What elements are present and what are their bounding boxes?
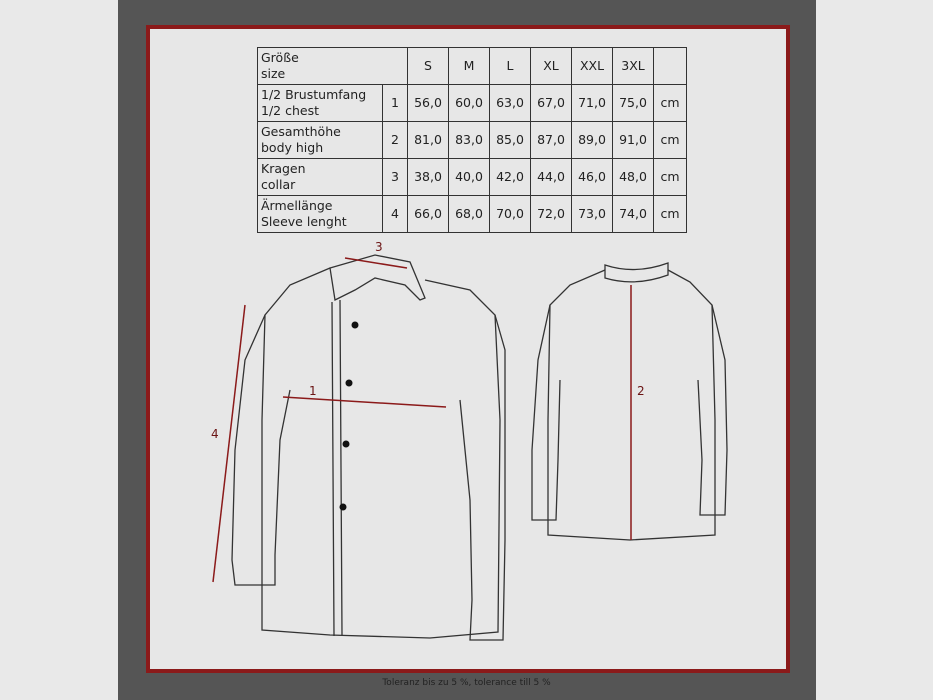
tolerance-note: Toleranz bis zu 5 %, tolerance till 5 % <box>382 678 551 688</box>
size-header-cell: XL <box>530 47 572 85</box>
chest-label: 1 <box>309 384 317 398</box>
size-header-cell: 3XL <box>612 47 654 85</box>
unit-cell: cm <box>653 121 687 159</box>
sleeve-measure-line <box>212 304 246 583</box>
value-cell: 67,0 <box>530 84 572 122</box>
value-cell: 83,0 <box>448 121 490 159</box>
value-cell: 81,0 <box>407 121 449 159</box>
unit-cell: cm <box>653 158 687 196</box>
table-row: 1/2 Brustumfang 1/2 chest 1 56,0 60,0 63,0 67,… <box>257 84 687 122</box>
value-cell: 40,0 <box>448 158 490 196</box>
measure-number-cell: 2 <box>382 121 408 159</box>
value-cell: 75,0 <box>612 84 654 122</box>
measure-label-cell: 1/2 Brustumfang 1/2 chest <box>257 84 383 122</box>
measure-label-cell: Kragen collar <box>257 158 383 196</box>
value-cell: 63,0 <box>489 84 531 122</box>
value-cell: 70,0 <box>489 195 531 233</box>
sleeve-label: 4 <box>211 427 219 441</box>
measure-label-cell: Gesamthöhe body high <box>257 121 383 159</box>
value-cell: 87,0 <box>530 121 572 159</box>
size-chart-frame: Größe size S M L XL XXL 3XL 1/2 Brustumfang 1/2 c… <box>146 25 790 673</box>
chest-measure-line <box>282 396 447 408</box>
size-table: Größe size S M L XL XXL 3XL 1/2 Brustumfang 1/2 c… <box>257 47 687 233</box>
value-cell: 89,0 <box>571 121 613 159</box>
collar-label: 3 <box>375 240 383 254</box>
value-cell: 71,0 <box>571 84 613 122</box>
measure-lines <box>212 257 632 583</box>
table-header-row: Größe size S M L XL XXL 3XL <box>257 47 687 85</box>
value-cell: 48,0 <box>612 158 654 196</box>
body-label: 2 <box>637 384 645 398</box>
table-row: Gesamthöhe body high 2 81,0 83,0 85,0 87,0 89,0… <box>257 121 687 159</box>
value-cell: 38,0 <box>407 158 449 196</box>
back-shirt <box>531 262 728 541</box>
value-cell: 42,0 <box>489 158 531 196</box>
size-header-cell: S <box>407 47 449 85</box>
buttons <box>339 321 359 511</box>
measure-number-cell: 4 <box>382 195 408 233</box>
collar-measure-line <box>344 257 408 269</box>
unit-cell: cm <box>653 195 687 233</box>
header-label-cell: Größe size <box>257 47 408 85</box>
value-cell: 68,0 <box>448 195 490 233</box>
front-shirt <box>231 254 506 641</box>
value-cell: 74,0 <box>612 195 654 233</box>
value-cell: 85,0 <box>489 121 531 159</box>
table-row: Ärmellänge Sleeve lenght 4 66,0 68,0 70,0 72,0… <box>257 195 687 233</box>
size-header-cell: L <box>489 47 531 85</box>
size-header-cell: XXL <box>571 47 613 85</box>
table-row: Kragen collar 3 38,0 40,0 42,0 44,0 46,0 48,0 cm <box>257 158 687 196</box>
value-cell: 72,0 <box>530 195 572 233</box>
